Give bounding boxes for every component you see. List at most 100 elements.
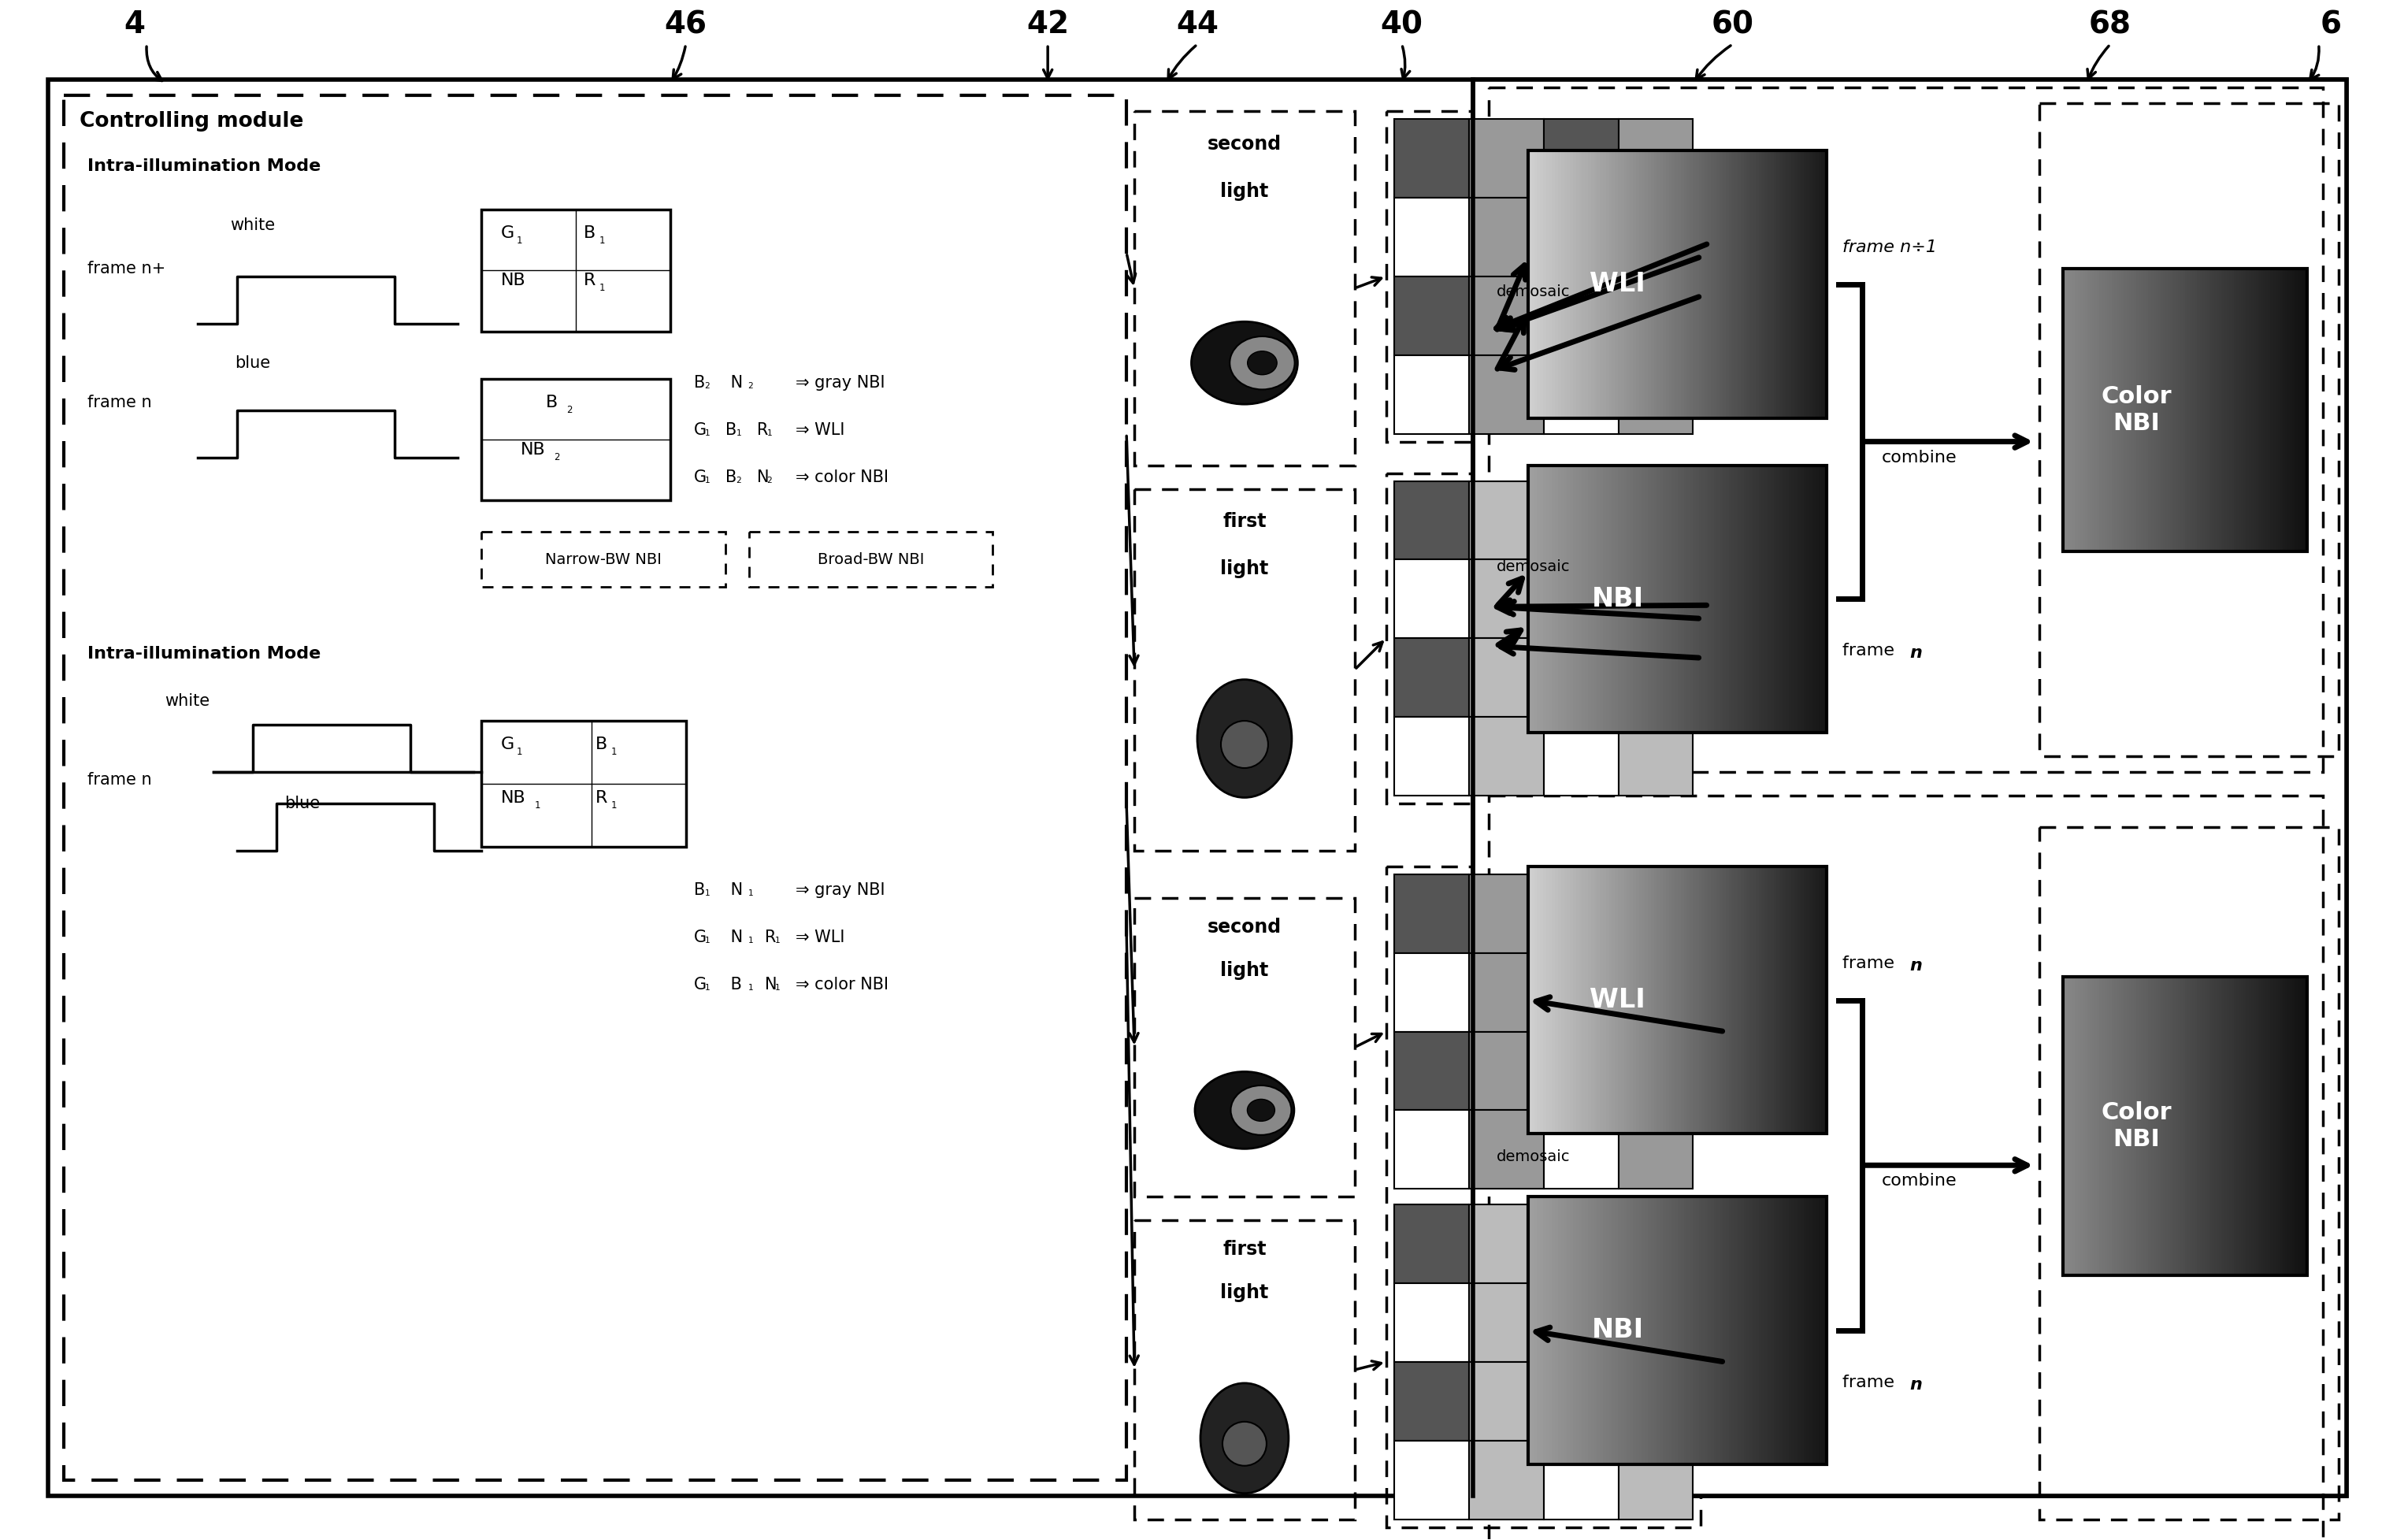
Text: R: R [763,929,775,946]
Bar [1469,197,1543,276]
Text: G: G [500,225,514,242]
Text: Color
NBI: Color NBI [2101,385,2170,434]
Bar [1134,488,1354,850]
Bar [1543,197,1618,276]
Text: frame: frame [1843,1375,1900,1391]
Text: 60: 60 [1711,9,1754,40]
Bar [1618,875,1694,953]
Bar [1469,1440,1543,1520]
Text: combine: combine [1881,450,1957,465]
Text: frame n: frame n [89,772,153,788]
Bar [1543,953,1618,1032]
Bar [1395,875,1469,953]
Text: $_2$: $_2$ [747,379,754,391]
Text: B: B [694,374,706,391]
Text: G: G [694,976,706,992]
Bar [2063,976,2307,1275]
Bar [1543,119,1618,197]
Text: combine: combine [1881,1173,1957,1189]
Ellipse shape [1192,322,1297,403]
Text: $_1$: $_1$ [610,796,617,810]
Bar [1395,1361,1469,1440]
Bar [1469,953,1543,1032]
Text: N: N [725,929,742,946]
Text: $_1$: $_1$ [704,933,711,946]
Bar [1469,356,1543,434]
Text: 40: 40 [1381,9,1424,40]
Text: 46: 46 [665,9,706,40]
Text: $_1$: $_1$ [747,933,754,946]
Text: $_1$: $_1$ [598,231,605,246]
Text: $_1$: $_1$ [517,742,522,758]
Text: $_2$: $_2$ [567,400,572,414]
Bar [1543,1440,1618,1520]
Bar [1543,276,1618,356]
Bar [1543,1032,1618,1110]
Bar [1527,465,1826,733]
Text: WLI: WLI [1589,271,1646,297]
Text: G: G [694,422,706,437]
Text: ⇒ gray NBI: ⇒ gray NBI [797,374,885,391]
Text: R: R [584,273,596,288]
Text: light: light [1220,961,1268,979]
Bar [1134,898,1354,1197]
Text: second: second [1208,136,1283,154]
Text: ⇒ WLI: ⇒ WLI [797,929,845,946]
Text: $_1$: $_1$ [775,933,780,946]
Ellipse shape [1230,1086,1292,1135]
Bar [1469,559,1543,638]
Text: $_2$: $_2$ [704,379,711,391]
Text: $_1$: $_1$ [775,981,780,992]
Bar [481,209,670,331]
Bar [1395,276,1469,356]
Text: Broad-BW NBI: Broad-BW NBI [818,553,924,567]
Text: R: R [756,422,768,437]
Text: blue: blue [235,356,270,371]
Bar [65,95,1127,1480]
Bar [1618,1032,1694,1110]
Bar [1469,718,1543,796]
Bar [1395,638,1469,718]
Text: $_2$: $_2$ [553,448,560,462]
Bar [1395,356,1469,434]
Bar [1618,1110,1694,1189]
Bar [1618,638,1694,718]
Text: B: B [725,976,742,992]
Bar [481,721,687,847]
Bar [1527,151,1826,417]
Text: Color
NBI: Color NBI [2101,1101,2170,1150]
Bar [1469,119,1543,197]
Ellipse shape [1223,1421,1266,1466]
Ellipse shape [1201,1383,1287,1494]
Text: demosaic: demosaic [1496,559,1570,574]
Bar [1543,559,1618,638]
Bar [1395,1283,1469,1361]
Bar [1618,1361,1694,1440]
Text: 68: 68 [2089,9,2132,40]
Bar [1386,111,1701,442]
Text: frame n: frame n [89,394,153,410]
Text: $_1$: $_1$ [704,981,711,992]
Text: N: N [763,976,778,992]
Bar [1618,718,1694,796]
Text: 4: 4 [124,9,146,40]
Text: B: B [546,394,558,410]
Bar [1618,197,1694,276]
Bar [1469,638,1543,718]
Bar [1618,1440,1694,1520]
Bar [1543,1283,1618,1361]
Bar [1134,111,1354,465]
Text: $_1$: $_1$ [610,742,617,758]
Bar [1134,1220,1354,1520]
Text: NBI: NBI [1591,585,1644,611]
Ellipse shape [1247,351,1278,374]
Text: G: G [500,736,514,753]
Text: $_1$: $_1$ [534,796,541,810]
Text: $_1$: $_1$ [598,279,605,293]
Text: $_2$: $_2$ [735,473,742,485]
Text: first: first [1223,513,1266,531]
Text: frame n+: frame n+ [89,260,165,276]
Bar [1488,88,2324,772]
Text: frame: frame [1843,955,1900,972]
Text: B: B [725,470,737,485]
